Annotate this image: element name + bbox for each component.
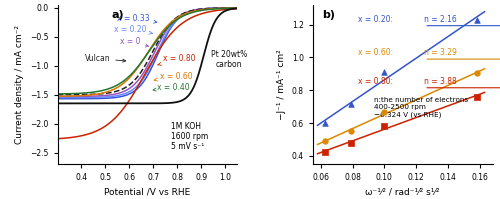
Point — [347, 141, 355, 144]
Point — [472, 95, 480, 98]
Point — [322, 140, 330, 143]
Point — [380, 71, 388, 74]
Text: x = 0.80:: x = 0.80: — [358, 77, 392, 86]
Point — [472, 71, 480, 75]
Text: n = 2.16: n = 2.16 — [424, 15, 457, 23]
Text: x = 0.20: x = 0.20 — [114, 25, 152, 34]
Text: a): a) — [112, 10, 124, 20]
Point — [380, 124, 388, 127]
Text: x = 0.80: x = 0.80 — [158, 54, 196, 65]
Point — [347, 103, 355, 106]
Text: Vulcan: Vulcan — [84, 54, 126, 63]
Y-axis label: Current density / mA cm⁻²: Current density / mA cm⁻² — [16, 25, 24, 144]
Text: x = 0.33: x = 0.33 — [117, 14, 157, 23]
Text: n = 3.29: n = 3.29 — [424, 48, 457, 57]
Point — [322, 122, 330, 125]
Text: x = 0.20:: x = 0.20: — [358, 15, 392, 23]
Point — [322, 150, 330, 153]
Point — [347, 129, 355, 132]
Text: n = 3.88: n = 3.88 — [424, 77, 457, 86]
Point — [472, 18, 480, 21]
Text: b): b) — [322, 10, 334, 20]
Text: x = 0.40: x = 0.40 — [153, 83, 190, 92]
Text: n:the number of electrons
400-2500 rpm
−0.324 V (vs RHE): n:the number of electrons 400-2500 rpm −… — [374, 97, 468, 118]
Text: Pt 20wt%
carbon: Pt 20wt% carbon — [211, 50, 247, 69]
Text: 1M KOH
1600 rpm
5 mV s⁻¹: 1M KOH 1600 rpm 5 mV s⁻¹ — [170, 122, 208, 151]
Text: x = 0.60:: x = 0.60: — [358, 48, 393, 57]
Text: x = 0.60: x = 0.60 — [154, 72, 192, 81]
Point — [380, 110, 388, 114]
X-axis label: ω⁻¹⁄² / rad⁻¹⁄² s¹⁄²: ω⁻¹⁄² / rad⁻¹⁄² s¹⁄² — [366, 188, 440, 197]
Y-axis label: −J⁻¹ / mA⁻¹ cm²: −J⁻¹ / mA⁻¹ cm² — [277, 49, 286, 120]
X-axis label: Potential /V vs RHE: Potential /V vs RHE — [104, 188, 190, 197]
Text: x = 0: x = 0 — [120, 37, 148, 47]
